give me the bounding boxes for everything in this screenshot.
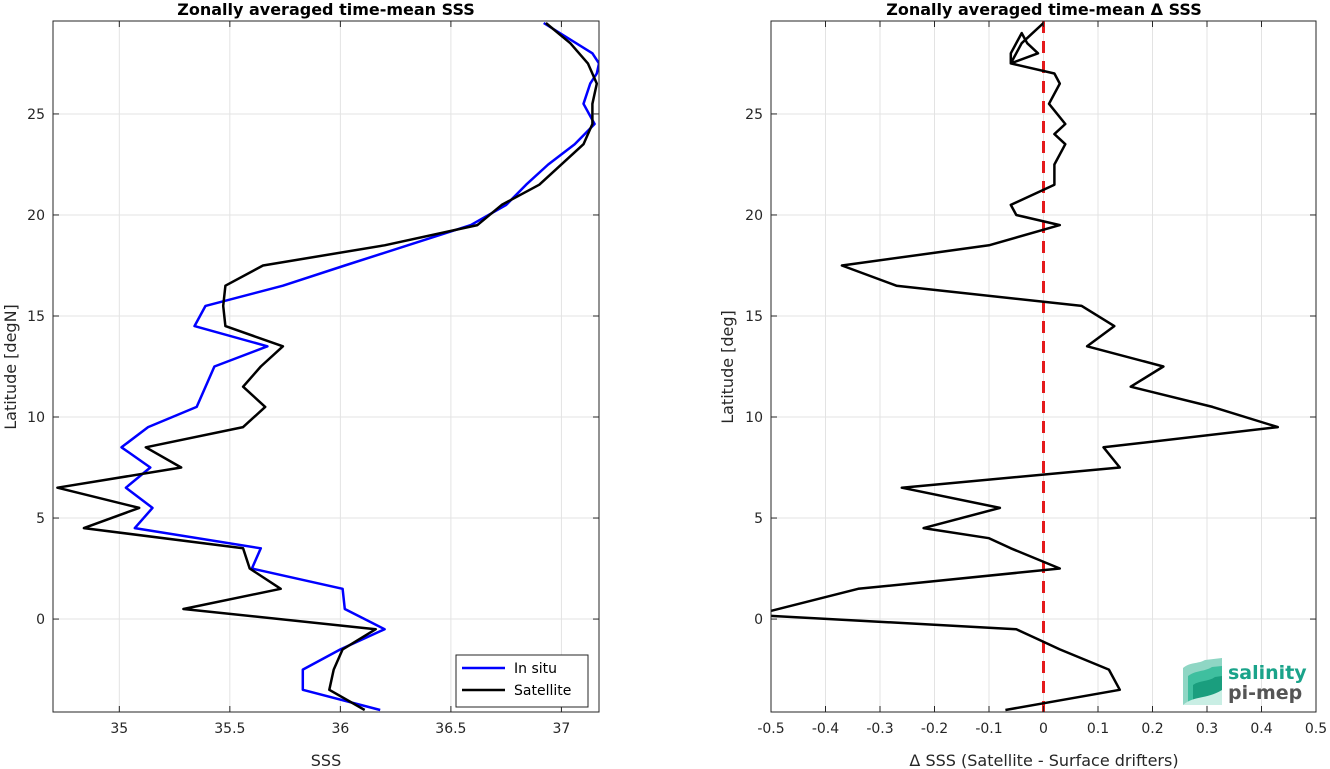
- left-x-tick-label: 37: [553, 721, 571, 737]
- left-x-tick-label: 35: [110, 721, 128, 737]
- right-chart-title: Zonally averaged time-mean Δ SSS: [886, 0, 1202, 19]
- right-x-tick-label: -0.1: [975, 721, 1002, 737]
- left-y-tick-label: 10: [27, 410, 45, 426]
- sss-chart: 35 35.5 36 36.5 37 0 5 10 15 20 25 Zonally average…: [1, 0, 600, 769]
- right-x-tick-label: 0.4: [1250, 721, 1272, 737]
- left-grid: [53, 21, 599, 712]
- left-series-group: [56, 21, 599, 712]
- right-x-tick-label: 0.5: [1305, 721, 1327, 737]
- right-x-axis-label: Δ SSS (Satellite - Surface drifters): [909, 751, 1178, 769]
- left-plot-area: [53, 21, 599, 712]
- left-series-in-situ: [120, 21, 599, 712]
- left-series: [56, 21, 599, 712]
- legend-label-in-situ: In situ: [514, 661, 557, 677]
- right-y-tick-label: 15: [745, 309, 763, 325]
- legend: In situ Satellite: [455, 654, 589, 708]
- left-x-tick-label: 35.5: [214, 721, 245, 737]
- left-x-tick-label: 36: [331, 721, 349, 737]
- right-y-axis-label: Latitude [deg]: [718, 310, 737, 424]
- left-plot-frame: [52, 20, 600, 713]
- right-y-tick-label: 0: [754, 612, 763, 628]
- right-series: [771, 21, 1280, 712]
- legend-label-satellite: Satellite: [514, 683, 571, 699]
- left-ticks: 35 35.5 36 36.5 37 0 5 10 15 20 25: [27, 21, 599, 737]
- logo-text-salinity: salinity: [1228, 662, 1307, 684]
- right-series-group: [771, 21, 1280, 712]
- left-y-tick-label: 5: [36, 511, 45, 527]
- right-y-tick-label: 10: [745, 410, 763, 426]
- left-y-tick-label: 15: [27, 309, 45, 325]
- right-x-tick-label: -0.5: [757, 721, 784, 737]
- left-chart-title: Zonally averaged time-mean SSS: [177, 0, 475, 19]
- left-y-tick-label: 0: [36, 612, 45, 628]
- delta-sss-chart: -0.5 -0.4 -0.3 -0.2 -0.1 0 0.1 0.2 0.3 0.4 0.5 0 5 10…: [718, 0, 1327, 769]
- left-y-tick-label: 25: [27, 107, 45, 123]
- logo-wave-icon: [1183, 658, 1222, 705]
- right-x-tick-label: -0.2: [921, 721, 948, 737]
- right-series-series-0: [771, 22, 1280, 712]
- left-x-axis-label: SSS: [311, 751, 341, 769]
- right-x-tick-label: 0.1: [1087, 721, 1109, 737]
- right-y-tick-label: 20: [745, 208, 763, 224]
- right-x-tick-label: -0.3: [866, 721, 893, 737]
- left-x-tick-label: 36.5: [435, 721, 466, 737]
- right-x-tick-label: 0.2: [1141, 721, 1163, 737]
- left-y-tick-label: 20: [27, 208, 45, 224]
- right-ticks: -0.5 -0.4 -0.3 -0.2 -0.1 0 0.1 0.2 0.3 0.4 0.5 0 5 10…: [745, 21, 1327, 737]
- right-x-tick-label: -0.4: [812, 721, 839, 737]
- right-x-tick-label: 0.3: [1196, 721, 1218, 737]
- right-x-tick-label: 0: [1039, 721, 1048, 737]
- logo-text-pi-mep: pi-mep: [1228, 682, 1302, 704]
- left-y-axis-label: Latitude [degN]: [1, 304, 20, 430]
- right-y-tick-label: 5: [754, 511, 763, 527]
- legend-box: [455, 654, 589, 708]
- left-series-satellite: [56, 22, 599, 712]
- right-y-tick-label: 25: [745, 107, 763, 123]
- salinity-pi-mep-logo: salinity pi-mep: [1183, 658, 1307, 705]
